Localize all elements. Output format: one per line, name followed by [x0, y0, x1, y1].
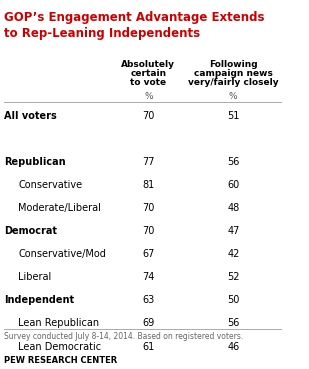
Text: GOP’s Engagement Advantage Extends
to Rep-Leaning Independents: GOP’s Engagement Advantage Extends to Re… — [4, 11, 265, 39]
Text: 56: 56 — [227, 157, 239, 167]
Text: Democrat: Democrat — [4, 226, 57, 236]
Text: 77: 77 — [142, 157, 155, 167]
Text: to vote: to vote — [130, 78, 167, 87]
Text: 46: 46 — [227, 342, 239, 352]
Text: Independent: Independent — [4, 296, 74, 306]
Text: 42: 42 — [227, 249, 239, 259]
Text: 61: 61 — [142, 342, 154, 352]
Text: very/fairly closely: very/fairly closely — [188, 78, 279, 87]
Text: Survey conducted July 8-14, 2014. Based on registered voters.: Survey conducted July 8-14, 2014. Based … — [4, 332, 243, 341]
Text: 50: 50 — [227, 296, 239, 306]
Text: 70: 70 — [142, 226, 154, 236]
Text: PEW RESEARCH CENTER: PEW RESEARCH CENTER — [4, 356, 117, 365]
Text: 51: 51 — [227, 111, 239, 121]
Text: Conservative/Mod: Conservative/Mod — [18, 249, 106, 259]
Text: 56: 56 — [227, 318, 239, 328]
Text: 67: 67 — [142, 249, 154, 259]
Text: campaign news: campaign news — [194, 69, 273, 78]
Text: 74: 74 — [142, 272, 154, 282]
Text: certain: certain — [130, 69, 167, 78]
Text: Lean Democratic: Lean Democratic — [18, 342, 101, 352]
Text: 70: 70 — [142, 203, 154, 213]
Text: Absolutely: Absolutely — [121, 60, 176, 69]
Text: Lean Republican: Lean Republican — [18, 318, 99, 328]
Text: 52: 52 — [227, 272, 239, 282]
Text: 70: 70 — [142, 111, 154, 121]
Text: 60: 60 — [227, 180, 239, 190]
Text: %: % — [229, 92, 238, 101]
Text: 69: 69 — [142, 318, 154, 328]
Text: 81: 81 — [142, 180, 154, 190]
Text: 48: 48 — [227, 203, 239, 213]
Text: 47: 47 — [227, 226, 239, 236]
Text: Republican: Republican — [4, 157, 66, 167]
Text: Conservative: Conservative — [18, 180, 83, 190]
Text: Moderate/Liberal: Moderate/Liberal — [18, 203, 101, 213]
Text: All voters: All voters — [4, 111, 57, 121]
Text: Liberal: Liberal — [18, 272, 52, 282]
Text: Following: Following — [209, 60, 258, 69]
Text: 63: 63 — [142, 296, 154, 306]
Text: %: % — [144, 92, 153, 101]
